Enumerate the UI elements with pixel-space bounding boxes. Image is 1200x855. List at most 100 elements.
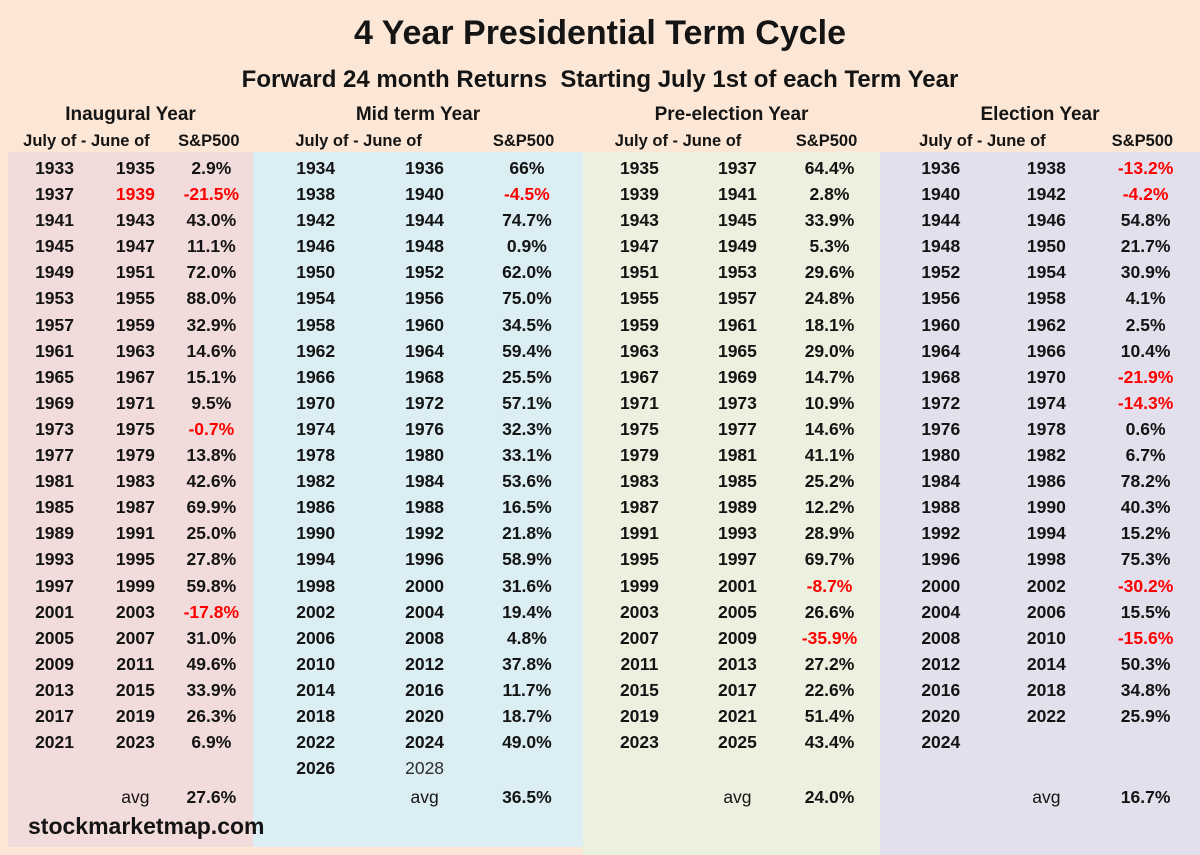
return-value: 15.5% bbox=[1120, 601, 1171, 622]
year-start: 2021 bbox=[35, 732, 75, 753]
return-value: -14.3% bbox=[1117, 392, 1174, 413]
return-value: 29.0% bbox=[804, 340, 855, 361]
year-start: 2007 bbox=[619, 627, 659, 648]
year-end: 1999 bbox=[115, 575, 155, 596]
return-value: -30.2% bbox=[1117, 575, 1174, 596]
table-row: 1998 2000 31.6% bbox=[253, 573, 583, 599]
return-value: 12.2% bbox=[804, 497, 855, 518]
return-value: 75.3% bbox=[1120, 549, 1171, 570]
return-value: 14.6% bbox=[804, 418, 855, 439]
return-value: 28.9% bbox=[804, 523, 855, 544]
year-end: 1956 bbox=[405, 288, 445, 309]
year-end: 1998 bbox=[1026, 549, 1066, 570]
year-end: 1935 bbox=[115, 158, 155, 178]
sp500-column-header: S&P500 bbox=[178, 132, 240, 150]
year-end: 1962 bbox=[1026, 314, 1066, 335]
table-row: 1978 1980 33.1% bbox=[253, 442, 583, 468]
year-start: 1999 bbox=[619, 575, 659, 596]
year-start: 2005 bbox=[35, 627, 75, 648]
return-value: 88.0% bbox=[186, 288, 237, 309]
year-start: 1976 bbox=[921, 418, 961, 439]
year-start: 1981 bbox=[35, 471, 75, 492]
year-end: 1972 bbox=[405, 392, 445, 413]
table-row: 1987 1989 12.2% bbox=[583, 494, 880, 520]
year-end: 1977 bbox=[717, 418, 757, 439]
table-row: 2026 2028 bbox=[253, 755, 583, 781]
year-start: 1993 bbox=[35, 549, 75, 570]
year-end: 2001 bbox=[717, 575, 757, 596]
avg-label: avg bbox=[410, 787, 439, 807]
return-value: 29.6% bbox=[804, 262, 855, 283]
table-row: 1975 1977 14.6% bbox=[583, 416, 880, 442]
avg-row-3: avg 24.0% bbox=[583, 784, 880, 810]
footer-site-link: stockmarketmap.com bbox=[28, 813, 265, 839]
return-value: 33.9% bbox=[186, 679, 237, 700]
group-header-2: Mid term Year bbox=[355, 104, 481, 125]
return-value: 14.6% bbox=[186, 340, 237, 361]
year-end: 1957 bbox=[717, 288, 757, 309]
table-row: 1969 1971 9.5% bbox=[8, 390, 253, 416]
year-end: 2022 bbox=[1026, 705, 1066, 726]
table-row: 1937 1939 -21.5% bbox=[8, 181, 253, 207]
year-start: 1991 bbox=[619, 523, 659, 544]
table-row: 2013 2015 33.9% bbox=[8, 677, 253, 703]
table-row: 1941 1943 43.0% bbox=[8, 207, 253, 233]
year-end: 1947 bbox=[115, 236, 155, 257]
table-row: 2010 2012 37.8% bbox=[253, 651, 583, 677]
year-start: 1983 bbox=[619, 471, 659, 492]
table-row: 2014 2016 11.7% bbox=[253, 677, 583, 703]
table-row: 1957 1959 32.9% bbox=[8, 312, 253, 338]
table-row: 1956 1958 4.1% bbox=[880, 285, 1200, 311]
year-start: 1948 bbox=[921, 236, 961, 257]
year-start: 1970 bbox=[296, 392, 336, 413]
avg-spacer bbox=[880, 784, 1002, 810]
year-start: 1961 bbox=[35, 340, 75, 361]
year-start: 2022 bbox=[296, 732, 336, 753]
year-end: 2014 bbox=[1026, 653, 1066, 674]
table-row: 2021 2023 6.9% bbox=[8, 729, 253, 755]
return-value: -4.5% bbox=[504, 184, 550, 205]
year-end bbox=[1002, 729, 1092, 755]
year-end: 1980 bbox=[405, 445, 445, 466]
year-end: 1988 bbox=[405, 497, 445, 518]
year-end: 2010 bbox=[1026, 627, 1066, 648]
table-row: 2016 2018 34.8% bbox=[880, 677, 1200, 703]
year-start: 2011 bbox=[620, 653, 659, 674]
year-end: 1946 bbox=[1026, 210, 1066, 231]
year-end: 1997 bbox=[717, 549, 757, 570]
return-value: 41.1% bbox=[804, 445, 855, 466]
return-value: 22.6% bbox=[804, 679, 855, 700]
year-start: 2003 bbox=[619, 601, 659, 622]
table-row: 2004 2006 15.5% bbox=[880, 599, 1200, 625]
return-value: -13.2% bbox=[1117, 158, 1174, 178]
return-value: 2.9% bbox=[191, 158, 232, 178]
table-row: 1990 1992 21.8% bbox=[253, 520, 583, 546]
table-row: 1938 1940 -4.5% bbox=[253, 181, 583, 207]
table-row: 2017 2019 26.3% bbox=[8, 703, 253, 729]
return-value: 62.0% bbox=[502, 262, 552, 283]
year-end: 1979 bbox=[115, 445, 155, 466]
table-row: 1970 1972 57.1% bbox=[253, 390, 583, 416]
return-value: 11.7% bbox=[502, 679, 552, 700]
table-row: 2003 2005 26.6% bbox=[583, 599, 880, 625]
table-row: 1982 1984 53.6% bbox=[253, 468, 583, 494]
table-row: 1993 1995 27.8% bbox=[8, 546, 253, 572]
return-value: 19.4% bbox=[502, 601, 552, 622]
year-end: 1976 bbox=[405, 418, 445, 439]
year-start: 2018 bbox=[296, 705, 336, 726]
table-row: 2009 2011 49.6% bbox=[8, 651, 253, 677]
table-row: 1933 1935 2.9% bbox=[8, 155, 253, 181]
year-end: 1967 bbox=[115, 366, 155, 387]
table-row: 1943 1945 33.9% bbox=[583, 207, 880, 233]
return-value: 34.8% bbox=[1120, 679, 1171, 700]
group-header-4: Election Year bbox=[980, 104, 1100, 125]
return-value: 59.4% bbox=[502, 340, 552, 361]
year-start: 1984 bbox=[921, 471, 961, 492]
table-row: 1952 1954 30.9% bbox=[880, 259, 1200, 285]
year-end: 1973 bbox=[717, 392, 757, 413]
year-start: 1957 bbox=[35, 314, 75, 335]
year-start: 1965 bbox=[35, 366, 75, 387]
year-end: 1968 bbox=[405, 366, 445, 387]
avg-value: 16.7% bbox=[1120, 787, 1171, 807]
return-value: 50.3% bbox=[1120, 653, 1171, 674]
